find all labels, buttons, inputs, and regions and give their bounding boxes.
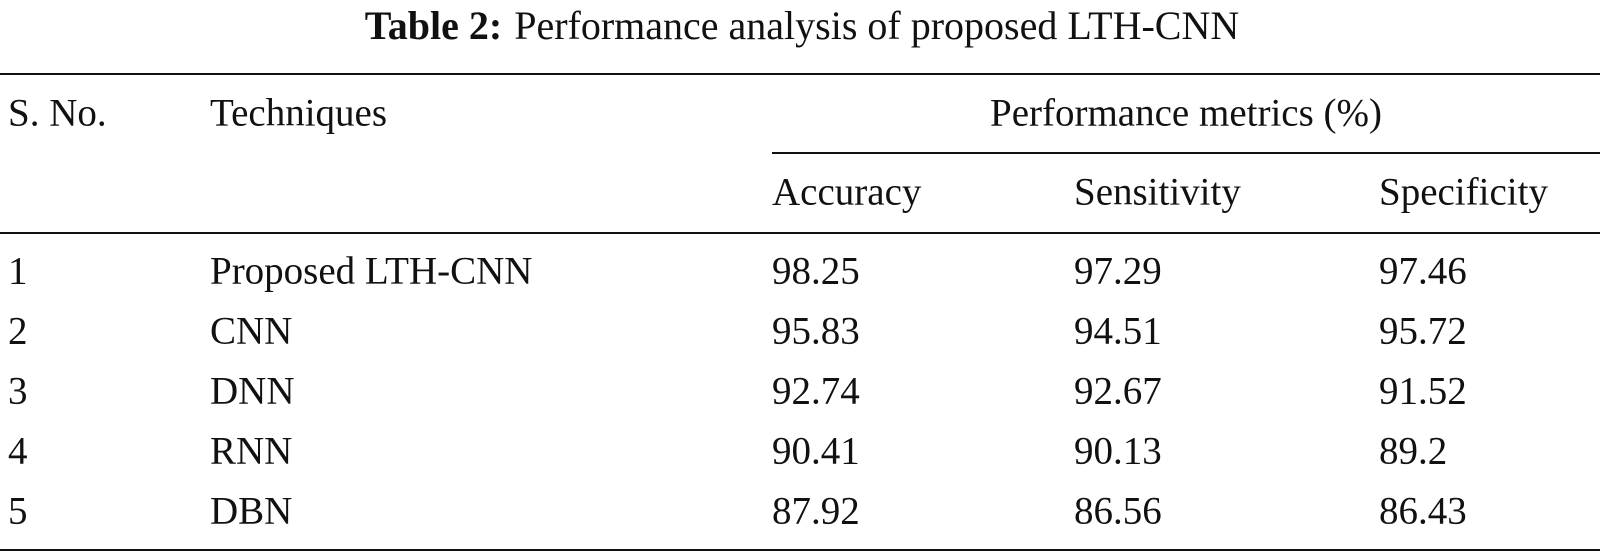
header-group-cell: Performance metrics (%)	[990, 91, 1382, 135]
group-rule	[772, 152, 1600, 154]
table-cell: 97.29	[1074, 249, 1162, 293]
table-cell: 98.25	[772, 249, 860, 293]
subheader-cell: Accuracy	[772, 170, 922, 214]
header-cell: S. No.	[8, 91, 107, 135]
subheader-cell: Specificity	[1379, 170, 1548, 214]
table-cell: 94.51	[1074, 309, 1162, 353]
table-cell: 4	[8, 429, 28, 473]
table-cell: Proposed LTH-CNN	[210, 249, 533, 293]
table-cell: 87.92	[772, 489, 860, 533]
table-cell: CNN	[210, 309, 293, 353]
table-cell: 5	[8, 489, 28, 533]
table-cell: DNN	[210, 369, 295, 413]
table-cell: 86.43	[1379, 489, 1467, 533]
table-cell: 90.13	[1074, 429, 1162, 473]
table-cell: RNN	[210, 429, 293, 473]
header-cell: Techniques	[210, 91, 388, 135]
subheader-cell: Sensitivity	[1074, 170, 1241, 214]
table-cell: 92.74	[772, 369, 860, 413]
table-cell: 95.72	[1379, 309, 1467, 353]
table-cell: 3	[8, 369, 28, 413]
table-cell: 90.41	[772, 429, 860, 473]
table-cell: DBN	[210, 489, 293, 533]
table-cell: 89.2	[1379, 429, 1448, 473]
caption: Table 2: Performance analysis of proposed…	[0, 2, 1604, 49]
table-cell: 95.83	[772, 309, 860, 353]
caption-text: Performance analysis of proposed LTH-CNN	[514, 3, 1240, 48]
top-rule	[0, 73, 1600, 75]
caption-label: Table 2:	[364, 3, 503, 48]
table-cell: 86.56	[1074, 489, 1162, 533]
table-cell: 92.67	[1074, 369, 1162, 413]
bottom-rule	[0, 549, 1600, 551]
table-cell: 2	[8, 309, 28, 353]
table-cell: 91.52	[1379, 369, 1467, 413]
table-cell: 97.46	[1379, 249, 1467, 293]
header-rule	[0, 232, 1600, 234]
table-cell: 1	[8, 249, 28, 293]
